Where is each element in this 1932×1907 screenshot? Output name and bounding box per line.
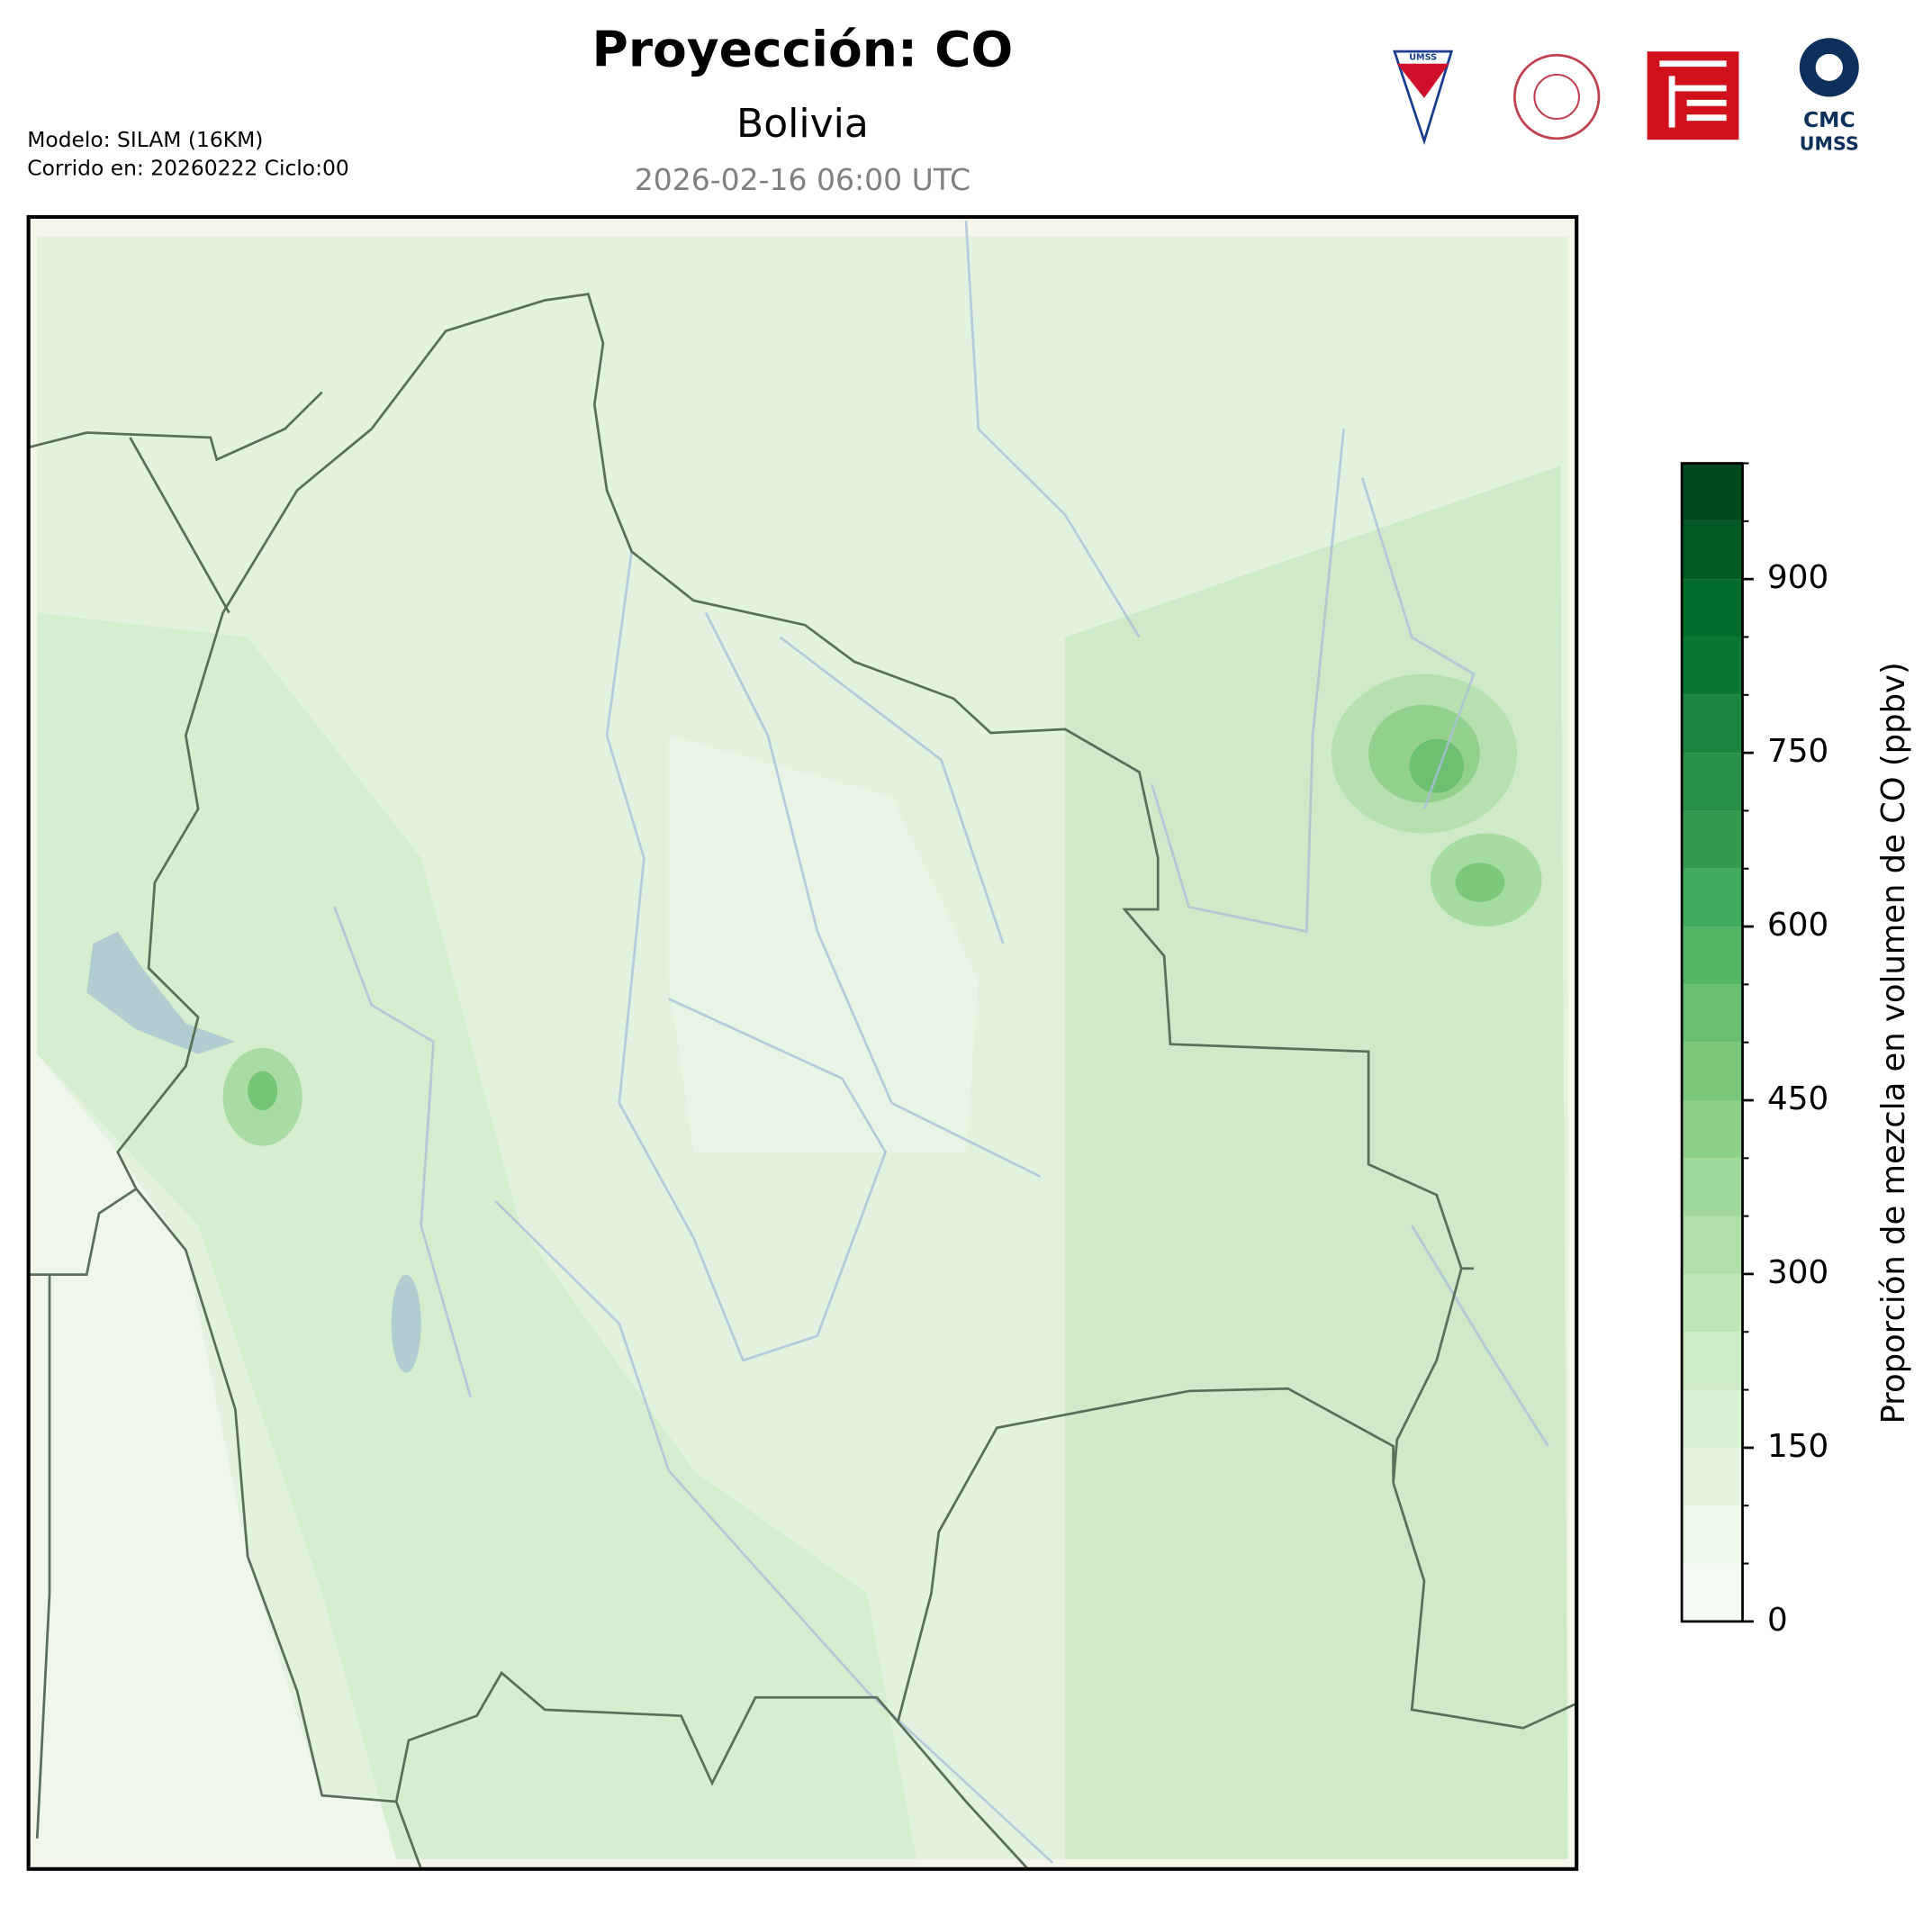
lake [391, 1274, 421, 1373]
hotspot [1409, 738, 1465, 793]
colorbar-band [1682, 1447, 1743, 1506]
colorbar-tick-label: 300 [1767, 1254, 1828, 1291]
map [26, 214, 1579, 1871]
lake [86, 931, 236, 1054]
physics-logo [1513, 53, 1601, 140]
colorbar-band [1682, 1273, 1743, 1333]
colorbar-band [1682, 579, 1743, 637]
colorbar-tick-label: 450 [1767, 1080, 1828, 1117]
colorbar-band [1682, 1158, 1743, 1216]
cmc-logo-inner [1815, 53, 1843, 81]
colorbar-tick-label: 900 [1767, 559, 1828, 596]
borders [28, 293, 1577, 1869]
colorbar-band [1682, 1563, 1743, 1622]
run-info: Corrido en: 20260222 Ciclo:00 [27, 156, 348, 180]
logos: UMSS CMC UMSS [1393, 38, 1859, 155]
colorbar: 0 150 300 450 600 750 900 [1680, 462, 1828, 1639]
model-info: Modelo: SILAM (16KM) [27, 128, 263, 152]
colorbar-band [1682, 463, 1743, 521]
hotspot [1455, 863, 1505, 902]
umss-logo-text: UMSS [1409, 53, 1437, 63]
colorbar-band [1682, 1100, 1743, 1159]
hotspot [248, 1071, 278, 1111]
colorbar-tick-label: 750 [1767, 733, 1828, 770]
title: Proyección: CO [592, 21, 1014, 78]
rivers [333, 220, 1549, 1864]
colorbar-band [1682, 1505, 1743, 1564]
colorbar-band [1682, 1042, 1743, 1101]
field-andes [37, 612, 916, 1859]
umss-logo-red [1396, 63, 1449, 98]
colorbar-band [1682, 926, 1743, 985]
colorbar-band [1682, 1389, 1743, 1448]
physics-logo-inner [1533, 74, 1580, 121]
colorbar-tick-label: 0 [1767, 1602, 1788, 1639]
colorbar-band [1682, 1332, 1743, 1390]
colorbar-band [1682, 694, 1743, 754]
colorbar-band [1682, 637, 1743, 695]
colorbar-tick-label: 600 [1767, 907, 1828, 944]
colorbar-band [1682, 520, 1743, 580]
colorbar-band [1682, 984, 1743, 1043]
colorbar-band [1682, 810, 1743, 869]
field-low [37, 1053, 397, 1859]
colorbar-band [1682, 753, 1743, 811]
subtitle: Bolivia [736, 101, 869, 147]
cmc-logo-text: CMC [1803, 108, 1855, 132]
date: 2026-02-16 06:00 UTC [635, 163, 971, 197]
red-logo-lines [1659, 60, 1727, 128]
colorbar-band [1682, 868, 1743, 927]
map-frame [26, 214, 1579, 1871]
colorbar-label: Proporción de mezcla en volumen de CO (p… [1875, 662, 1912, 1423]
cmc-logo-subtext: UMSS [1800, 133, 1859, 155]
field-east [1065, 465, 1568, 1859]
colorbar-tick-label: 150 [1767, 1428, 1828, 1465]
colorbar-band [1682, 1216, 1743, 1274]
